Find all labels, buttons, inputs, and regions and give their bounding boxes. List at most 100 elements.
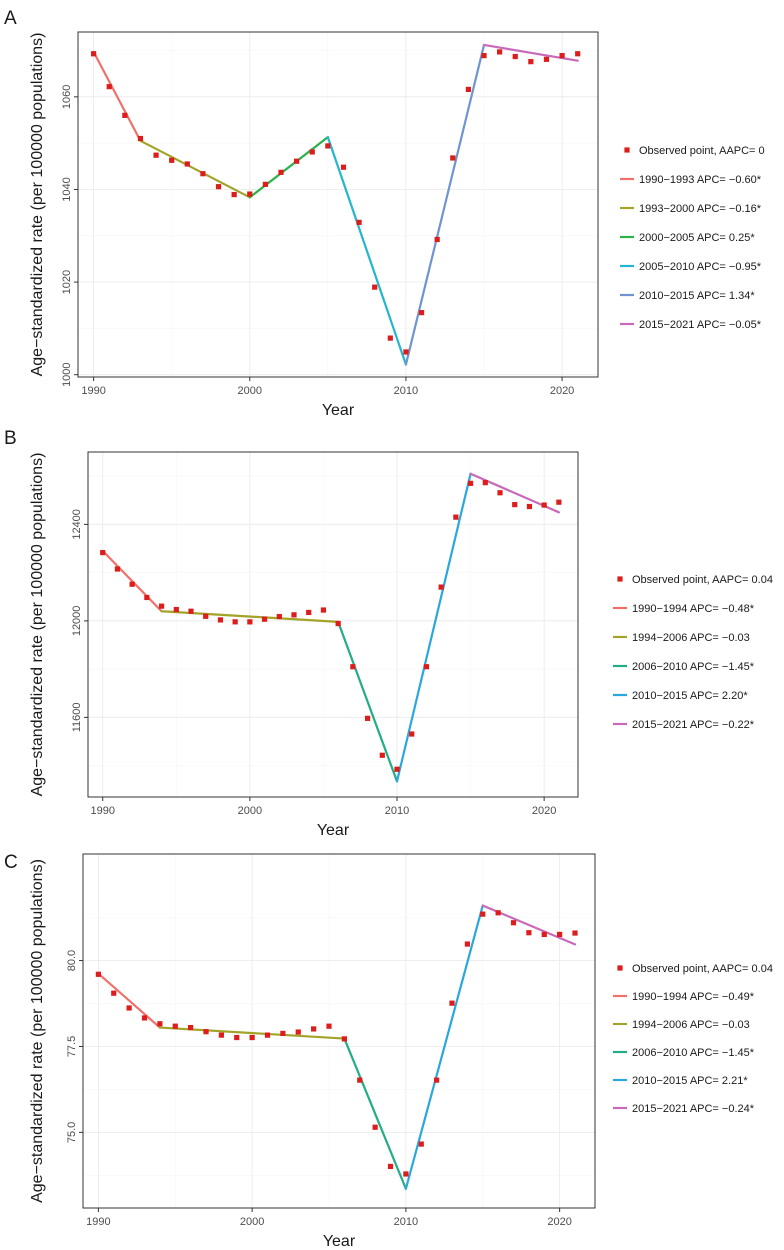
panel-a-point-2021 [575,51,581,57]
panel-a-point-2013 [450,155,456,161]
panel-a-point-2010 [403,349,409,355]
panel-a-point-2008 [372,284,378,290]
panel-c-point-2002 [280,1030,286,1037]
panel-b-point-2000 [247,619,253,625]
panel-c-segment-3 [343,1037,407,1190]
panel-c-point-1996 [188,1024,194,1031]
panel-b-legend-label-3: 2006−2010 APC= −1.45* [632,661,755,673]
panel-b-point-2019 [526,503,533,510]
panel-c-point-2001 [264,1032,271,1038]
panel-b-plot-border [87,451,579,798]
panel-a-y-axis-title: Age−standardized rate (per 100000 popula… [29,33,46,377]
panel-b-observed-points [100,480,562,772]
panel-c-gridlines [83,854,595,1208]
panel-b-point-2021 [556,499,562,505]
panel-c-point-2016 [495,910,501,916]
panel-b-point-1998 [217,617,224,623]
panel-b-x-tick-label: 1990 [90,805,114,817]
panel-c-point-2007 [357,1077,363,1083]
panel-b-point-1994 [158,603,165,609]
panel-b-segment-1 [101,549,163,613]
panel-a-x-axis-title: Year [322,402,355,419]
panel-c-point-2019 [541,931,547,938]
panel-a-y-tick-label: 1040 [61,177,73,201]
panel-b-x-tick-label: 2020 [532,805,556,817]
panel-a-point-2000 [247,191,253,197]
panel-b-x-tick-label: 2010 [385,805,409,817]
panel-b-legend-label-2: 1994−2006 APC= −0.03 [632,632,750,644]
panel-c-legend-label-5: 2015−2021 APC= −0.24* [632,1103,755,1115]
panel-b-point-2018 [512,501,518,508]
panel-b-point-2004 [306,609,312,616]
panel-a-segment-1 [92,50,142,142]
panel-a-point-1995 [169,157,175,163]
panel-b-point-2008 [364,715,371,721]
panel-b-point-2010 [394,766,400,772]
panel-a-segment-2 [139,139,251,199]
panel-b-point-2014 [453,514,459,520]
panel-c-point-2013 [449,1000,455,1006]
panel-c-point-1993 [141,1015,148,1021]
panel-c-x-tick-label: 2000 [240,1216,264,1228]
panel-a-legend-label-2: 1993−2000 APC= −0.16* [639,203,762,215]
panel-a-point-2014 [465,86,471,93]
panel-b-y-tick-label: 11600 [71,702,83,732]
panel-c-legend-label-4: 2010−2015 APC= 2.21* [632,1075,748,1087]
panel-c-point-1994 [157,1021,163,1027]
panel-a-legend-label-3: 2000−2005 APC= 0.25* [639,232,755,244]
panel-b: B 1990 2000 2010 2020 11600 12000 12400 Year Age−… [4,428,773,839]
panel-b-y-tick-label: 12400 [71,509,83,540]
panel-a-segment-5 [404,43,486,366]
panel-c-plot-border [82,853,596,1209]
panel-a-point-1994 [153,152,159,158]
panel-a-point-2017 [512,53,518,60]
panel-c-legend: Observed point, AAPC= 0.04 1990−1994 APC=… [613,963,773,1115]
panel-a-point-2007 [356,219,362,225]
panel-b-legend-label-4: 2010−2015 APC= 2.20* [632,690,748,702]
panel-c-segments [97,904,577,1190]
panel-c-y-tick-label: 77.5 [66,1036,78,1057]
panel-b-point-2007 [350,664,356,670]
panel-b-segment-3 [337,620,399,783]
panel-a-gridlines [78,32,598,377]
panel-b-legend-observed-label: Observed point, AAPC= 0.04 [632,574,773,586]
panel-a-point-2018 [528,59,534,65]
panel-a-point-2006 [340,164,347,170]
panel-c-point-2010 [403,1171,409,1177]
panel-b-y-axis-title: Age−standardized rate (per 100000 popula… [29,453,46,797]
panel-a-point-1991 [106,84,112,90]
panel-a-segment-3 [248,136,329,199]
panel-b-point-1992 [129,581,135,587]
panel-a-y-tick-label: 1020 [61,270,73,294]
panel-b-point-1993 [144,594,150,601]
panel-a-point-2015 [481,53,487,59]
panel-b-segments [101,472,560,783]
panel-c-segment-1 [97,972,161,1029]
panel-a-point-2004 [309,149,315,155]
panel-c-observed-points [95,910,578,1177]
panel-a: A 1990 2000 2010 2020 1000 1020 1040 1060 Year Age… [4,8,765,419]
panel-c: C 1990 2000 2010 2020 75.0 77.5 80.0 Year Age−sta… [4,852,773,1250]
panel-a-legend-label-6: 2015−2021 APC= −0.05* [639,319,762,331]
panel-c-point-2021 [572,930,578,936]
panel-c-point-2012 [434,1077,440,1083]
panel-a-point-2012 [434,236,440,243]
panel-c-point-1999 [234,1034,240,1041]
panel-b-legend-observed-key [617,576,623,582]
panel-b-point-2009 [379,752,385,758]
panel-a-legend-observed-label: Observed point, AAPC= 0 [639,145,765,157]
panel-c-point-1991 [111,990,117,996]
panel-a-legend-label-5: 2010−2015 APC= 1.34* [639,290,755,302]
panel-a-point-1992 [122,112,128,118]
panel-b-point-2016 [482,480,488,486]
panel-b-point-1999 [232,619,238,625]
panel-c-legend-observed-label: Observed point, AAPC= 0.04 [632,963,773,975]
panel-c-point-2017 [510,920,517,926]
panel-b-point-2017 [497,490,503,496]
panel-a-point-2001 [262,181,268,187]
panel-b-gridlines [88,452,578,797]
panel-a-segment-4 [326,136,408,366]
panel-c-point-2020 [557,931,563,938]
panel-b-point-2001 [261,616,268,622]
